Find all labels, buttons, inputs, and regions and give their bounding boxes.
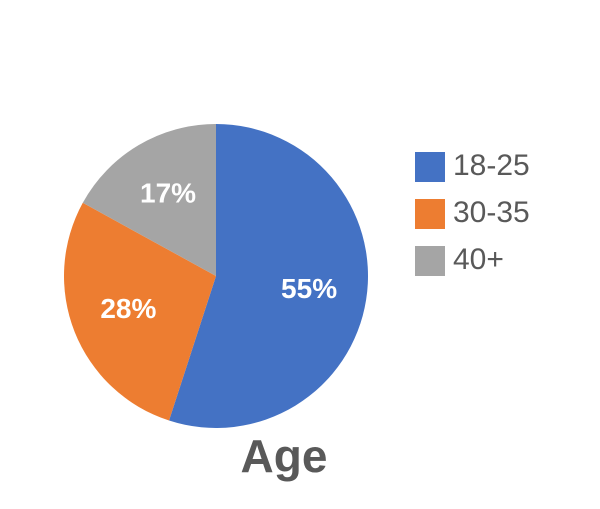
legend-label: 18-25 [453,149,530,182]
pie-slice [82,124,216,276]
legend-label: 40+ [453,243,504,276]
pie-slice [169,124,368,428]
value-label: 28% [100,293,156,324]
value-label: 17% [140,177,196,208]
legend-swatch [415,246,445,276]
chart-title: Age [241,430,328,482]
legend-swatch [415,199,445,229]
legend-label: 30-35 [453,196,530,229]
pie-slice [63,202,217,421]
legend-swatch [415,152,445,182]
value-label: 55% [281,273,337,304]
